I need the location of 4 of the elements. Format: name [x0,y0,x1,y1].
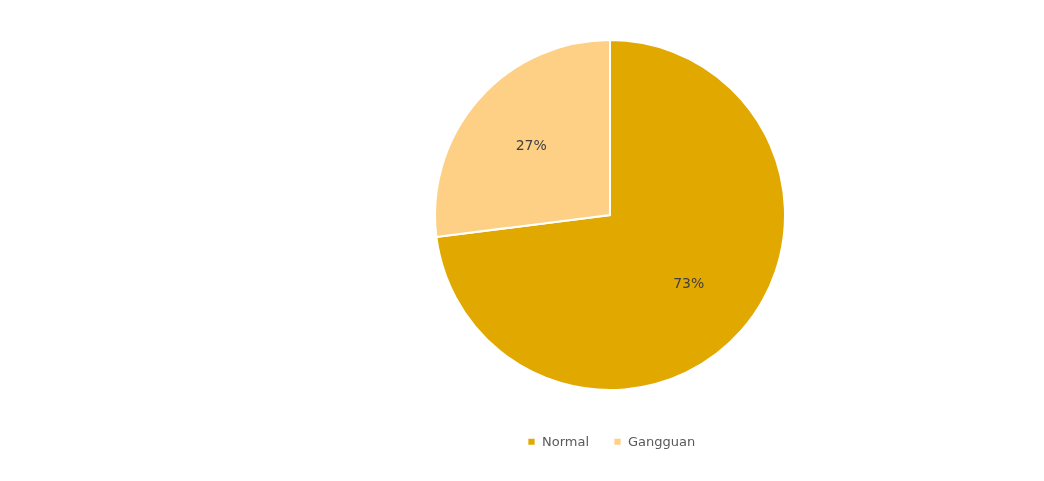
legend-label: Normal [542,433,590,449]
legend-label: Gangguan [628,433,696,449]
data-label: 73% [673,275,705,292]
data-label: 27% [515,136,547,153]
